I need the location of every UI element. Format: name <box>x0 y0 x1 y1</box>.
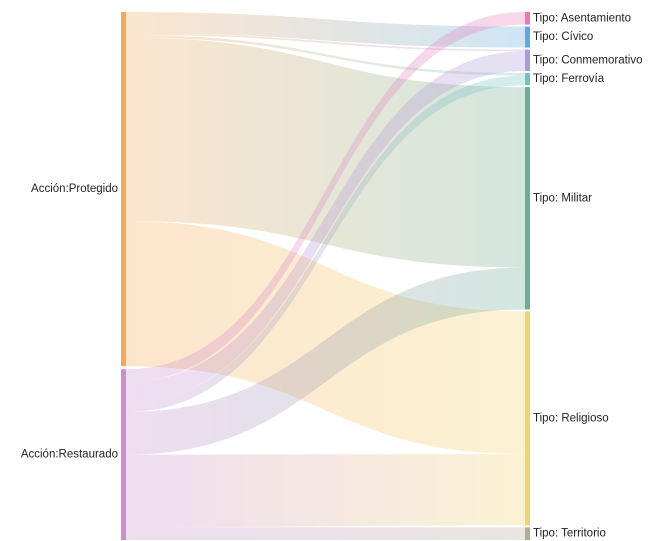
links-layer <box>126 12 525 540</box>
link-protegido-to-ferrovia <box>126 35 525 76</box>
label-ferrovia: Tipo: Ferrovía <box>533 73 605 85</box>
node-restaurado <box>121 369 126 540</box>
label-restaurado: Acción:Restaurado <box>21 449 118 461</box>
label-territorio: Tipo: Territorio <box>533 528 606 540</box>
label-asentamiento: Tipo: Asentamiento <box>533 12 631 24</box>
link-restaurado-to-conmemorativo <box>126 51 525 403</box>
link-restaurado-to-religioso <box>126 454 525 528</box>
link-restaurado-to-militar <box>126 267 525 455</box>
label-conmemorativo: Tipo: Conmemorativo <box>533 54 643 66</box>
node-militar <box>525 87 530 310</box>
node-civico <box>525 26 530 48</box>
link-protegido-to-conmemorativo <box>126 33 525 52</box>
node-ferrovia <box>525 72 530 86</box>
node-territorio <box>525 527 530 540</box>
node-conmemorativo <box>525 49 530 71</box>
label-militar: Tipo: Militar <box>533 192 592 204</box>
label-religioso: Tipo: Religioso <box>533 412 609 424</box>
node-protegido <box>121 12 126 367</box>
link-restaurado-to-asentamiento <box>126 12 525 383</box>
link-restaurado-to-ferrovia <box>126 75 525 412</box>
link-protegido-to-religioso <box>126 221 525 455</box>
label-civico: Tipo: Cívico <box>533 31 593 43</box>
link-restaurado-to-territorio <box>126 527 525 540</box>
node-religioso <box>525 311 530 526</box>
labels-layer: Acción:Protegido Acción:Restaurado Tipo: A… <box>21 12 643 539</box>
node-asentamiento <box>525 12 530 25</box>
link-protegido-to-civico <box>126 12 525 48</box>
label-protegido: Acción:Protegido <box>31 183 118 195</box>
nodes-layer <box>121 12 530 540</box>
